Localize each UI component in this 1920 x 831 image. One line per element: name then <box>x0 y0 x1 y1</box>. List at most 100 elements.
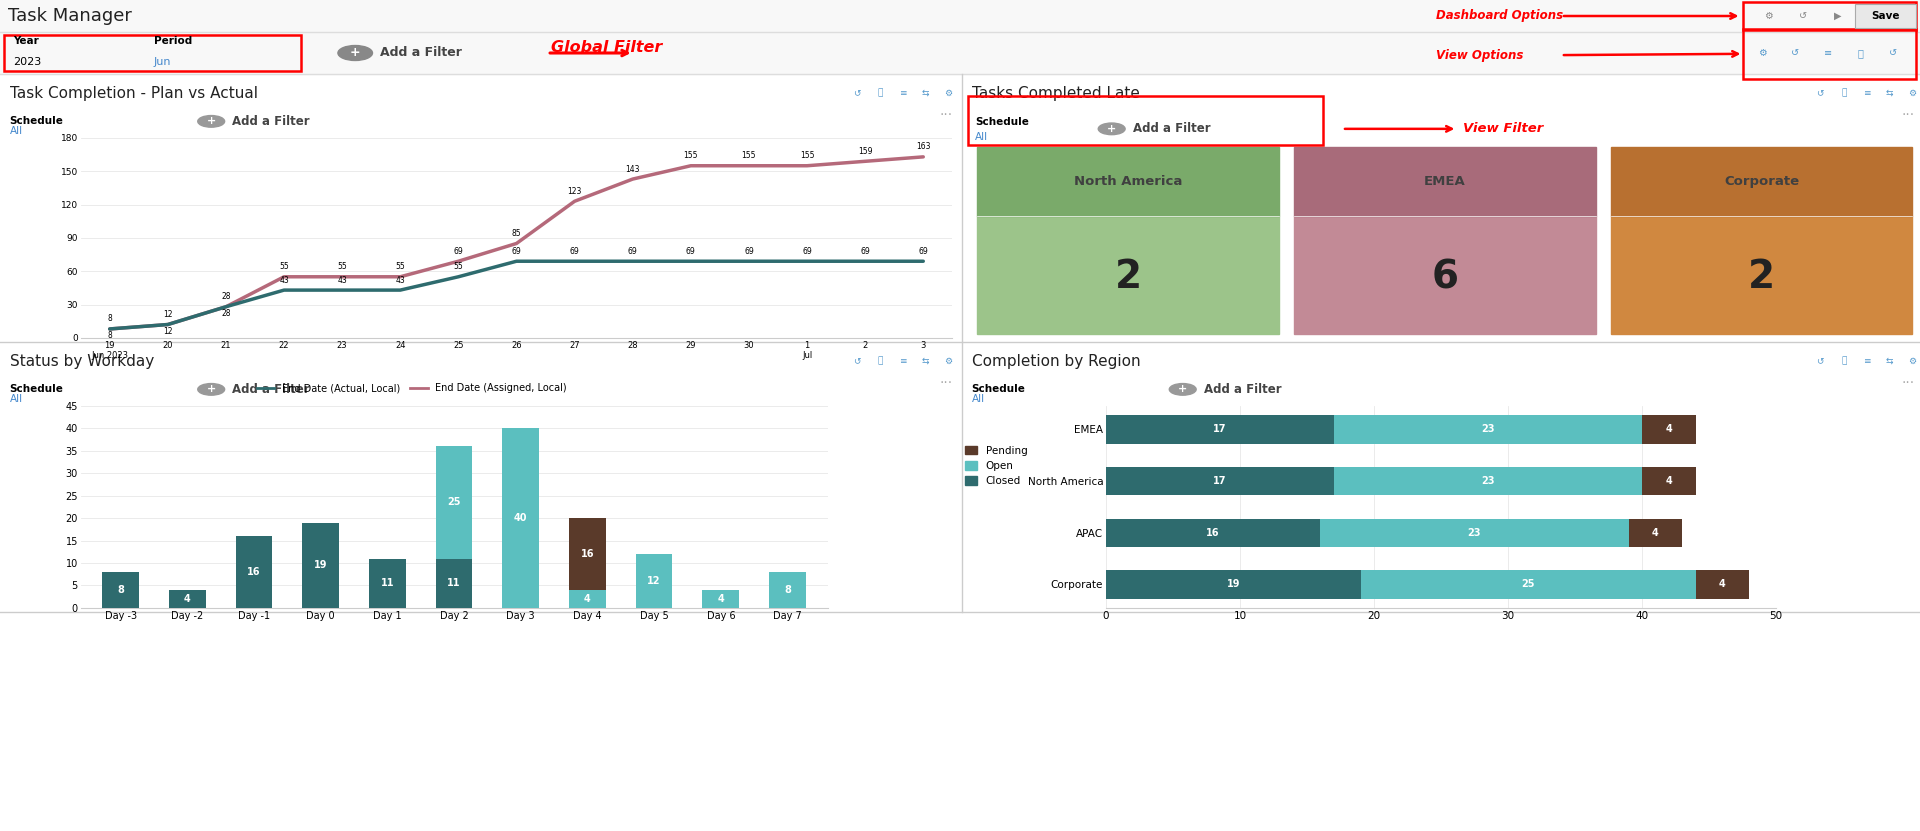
Text: 28: 28 <box>221 309 230 318</box>
Text: +: + <box>207 385 215 395</box>
Text: 55: 55 <box>338 263 348 271</box>
Text: ⇆: ⇆ <box>922 356 929 366</box>
Text: ↺: ↺ <box>1889 48 1897 58</box>
Text: +: + <box>1179 385 1187 395</box>
Text: ⇆: ⇆ <box>1885 89 1893 98</box>
Bar <box>1321 519 1628 547</box>
Text: Dashboard Options: Dashboard Options <box>1436 9 1563 22</box>
Text: 69: 69 <box>453 247 463 256</box>
Bar <box>4 36 301 71</box>
Bar <box>703 590 739 607</box>
Bar <box>301 523 340 607</box>
Text: 69: 69 <box>570 247 580 256</box>
Text: All: All <box>975 132 989 142</box>
Text: Add a Filter: Add a Filter <box>1133 122 1210 135</box>
Text: 4: 4 <box>584 594 591 604</box>
Text: 12: 12 <box>163 310 173 319</box>
Bar <box>1642 416 1695 444</box>
Text: ⤢: ⤢ <box>1857 48 1864 58</box>
Text: 23: 23 <box>1467 528 1480 538</box>
Text: 8: 8 <box>108 314 111 323</box>
Text: View Options: View Options <box>1436 48 1524 61</box>
Bar <box>1334 416 1642 444</box>
Text: 11: 11 <box>447 578 461 588</box>
Text: ↺: ↺ <box>1868 11 1876 21</box>
Bar <box>1611 147 1912 216</box>
Text: 4: 4 <box>1665 476 1672 486</box>
Text: 12: 12 <box>647 576 660 586</box>
Text: ⚙: ⚙ <box>1908 89 1916 98</box>
Text: EMEA: EMEA <box>1425 175 1465 188</box>
Text: ↺: ↺ <box>852 89 860 98</box>
Text: ⚙: ⚙ <box>1764 11 1772 21</box>
Text: 69: 69 <box>628 247 637 256</box>
Text: Schedule: Schedule <box>975 117 1029 127</box>
Text: ⤢: ⤢ <box>877 89 883 98</box>
Text: 143: 143 <box>626 165 639 174</box>
Circle shape <box>198 384 225 396</box>
Bar <box>568 519 607 590</box>
Text: 40: 40 <box>515 513 528 524</box>
Text: 155: 155 <box>684 151 699 160</box>
Legend: Pending, Open, Closed: Pending, Open, Closed <box>960 441 1031 490</box>
Text: 43: 43 <box>278 276 288 284</box>
Text: ...: ... <box>1901 105 1914 118</box>
Text: 55: 55 <box>278 263 288 271</box>
Bar <box>636 554 672 607</box>
Bar <box>1334 467 1642 495</box>
Text: Add a Filter: Add a Filter <box>1204 383 1281 396</box>
Text: ≡: ≡ <box>1824 48 1832 58</box>
Text: ≡: ≡ <box>899 89 906 98</box>
Text: 23: 23 <box>1480 476 1494 486</box>
Text: ⤢: ⤢ <box>1841 356 1847 366</box>
Text: Global Filter: Global Filter <box>551 41 662 56</box>
Text: Schedule: Schedule <box>10 385 63 395</box>
Text: 43: 43 <box>338 276 348 284</box>
Text: 19: 19 <box>315 560 328 570</box>
Bar <box>770 572 806 607</box>
Text: 16: 16 <box>248 567 261 577</box>
Bar <box>1642 467 1695 495</box>
Bar <box>1294 216 1596 334</box>
Text: 2: 2 <box>1747 258 1776 297</box>
Text: ⚙: ⚙ <box>1759 48 1766 58</box>
Bar <box>1628 519 1682 547</box>
Text: 4: 4 <box>1718 579 1726 589</box>
Bar <box>236 536 273 607</box>
Text: ...: ... <box>939 372 952 386</box>
Text: Year: Year <box>13 37 38 47</box>
Bar <box>1855 4 1916 28</box>
Text: ⚙: ⚙ <box>1908 356 1916 366</box>
Text: 43: 43 <box>396 276 405 284</box>
Text: 155: 155 <box>741 151 756 160</box>
Text: 4: 4 <box>1665 425 1672 435</box>
Text: 163: 163 <box>916 142 931 151</box>
Text: ≡: ≡ <box>1862 89 1870 98</box>
Text: 8: 8 <box>108 331 111 340</box>
Text: Period: Period <box>154 37 192 47</box>
Bar <box>1695 570 1749 598</box>
Text: ...: ... <box>939 105 952 118</box>
Text: ▶: ▶ <box>1834 11 1841 21</box>
Text: Add a Filter: Add a Filter <box>380 47 463 60</box>
Text: Add a Filter: Add a Filter <box>232 115 309 128</box>
Text: Tasks Completed Late: Tasks Completed Late <box>972 86 1139 101</box>
Text: ⇆: ⇆ <box>922 89 929 98</box>
Text: 123: 123 <box>568 187 582 196</box>
Text: 28: 28 <box>221 293 230 301</box>
Text: ≡: ≡ <box>899 356 906 366</box>
Text: Schedule: Schedule <box>972 385 1025 395</box>
Bar <box>977 147 1279 216</box>
Text: 25: 25 <box>1521 579 1534 589</box>
Text: 2: 2 <box>1114 258 1142 297</box>
Text: North America: North America <box>1073 175 1183 188</box>
Text: 55: 55 <box>396 263 405 271</box>
Circle shape <box>1169 384 1196 396</box>
Bar <box>1743 29 1916 79</box>
Text: Add a Filter: Add a Filter <box>232 383 309 396</box>
Text: Jun: Jun <box>154 57 171 67</box>
Text: +: + <box>1108 124 1116 134</box>
Text: 16: 16 <box>580 549 593 559</box>
Text: ⚙: ⚙ <box>945 356 952 366</box>
Text: 25: 25 <box>447 498 461 508</box>
